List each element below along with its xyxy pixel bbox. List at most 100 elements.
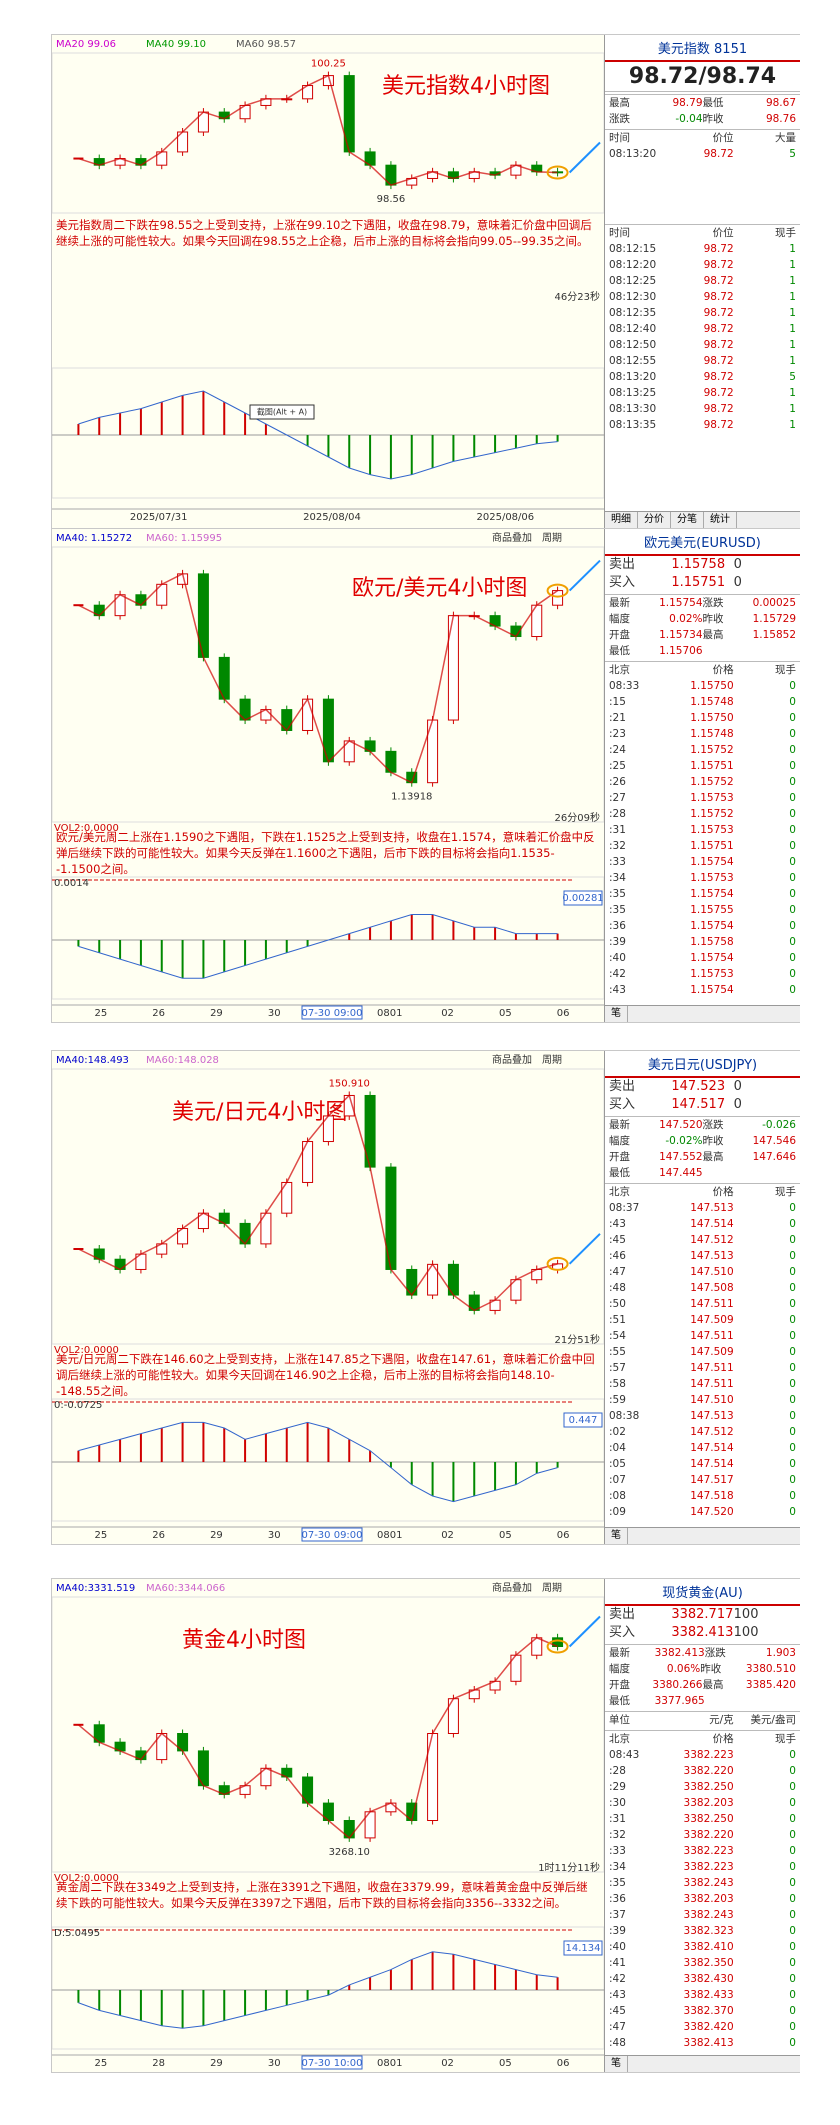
tick-row-cell: 3382.203	[683, 1797, 734, 1809]
tab[interactable]: 笔	[605, 1006, 628, 1022]
tab[interactable]: 分价	[638, 512, 671, 528]
tick-row-cell: 0	[789, 2037, 796, 2049]
highlight-circle	[546, 165, 569, 180]
tick-row-cell: 98.72	[703, 259, 734, 271]
tab[interactable]: 笔	[605, 2056, 628, 2072]
tick-row-cell: 08:13:20	[609, 371, 657, 383]
low-label: 1.13918	[391, 792, 432, 803]
close-line	[78, 1094, 558, 1312]
macd-label: 0.0014	[54, 878, 89, 889]
tick-row-cell: :57	[609, 1362, 626, 1374]
separator	[605, 1183, 800, 1184]
bidask-cell: 买入	[609, 1097, 636, 1112]
tick-row-cell: :48	[609, 2037, 626, 2049]
tick-row-cell: :36	[609, 1893, 626, 1905]
tick-row-cell: 98.72	[703, 419, 734, 431]
chart-title: 美元/日元4小时图	[172, 1100, 347, 1125]
highlight-circle	[546, 1256, 569, 1271]
tick-row-cell: 98.72	[703, 387, 734, 399]
quote-name: 美元日元(USDJPY)	[647, 1058, 758, 1073]
bidask-cell: 卖出	[609, 557, 636, 572]
tick-row-cell: 147.508	[690, 1282, 734, 1294]
tick-row-cell: :43	[609, 1218, 626, 1230]
tick-row-cell: 08:43	[609, 1749, 640, 1761]
tick-row: :39 1.15758 0	[605, 934, 800, 950]
toolbar-button[interactable]: 周期	[542, 1054, 562, 1066]
unit-cell[interactable]: 美元/盎司	[750, 1714, 796, 1726]
tick-row-cell: :43	[609, 984, 626, 996]
tick-row: 08:13:25 98.72 1	[605, 385, 800, 401]
tab[interactable]: 笔	[605, 1528, 628, 1544]
tick-row-cell: :33	[609, 856, 626, 868]
stat-cell: 3385.420	[745, 1679, 796, 1691]
tick-row-cell: :47	[609, 1266, 626, 1278]
tick-row: :04 147.514 0	[605, 1440, 800, 1456]
stat-cell: 1.15754	[659, 597, 703, 609]
tick-row: 08:12:40 98.72 1	[605, 321, 800, 337]
tick-row: :09 147.520 0	[605, 1504, 800, 1520]
tick-row-cell: 147.514	[690, 1442, 734, 1454]
toolbar-button[interactable]: 周期	[542, 532, 562, 544]
date-label: 0801	[377, 1530, 402, 1541]
stat-cell: 1.903	[765, 1647, 796, 1659]
tick-row-cell: 147.513	[690, 1202, 734, 1214]
bidask-row: 买入 1.15751 0	[605, 574, 800, 592]
tick-row-cell: 3382.220	[683, 1829, 734, 1841]
stat-cell: 147.520	[659, 1119, 703, 1131]
tab[interactable]: 统计	[704, 512, 737, 528]
toolbar-button[interactable]: 商品叠加	[492, 1053, 532, 1066]
list-header-cell: 北京	[609, 1186, 630, 1198]
countdown: 46分23秒	[555, 290, 600, 303]
tick-row-cell: 98.72	[703, 355, 734, 367]
tick-row-cell: 98.72	[703, 323, 734, 335]
tick-row-cell: 08:12:15	[609, 243, 657, 255]
stat-cell: 1.15729	[752, 613, 796, 625]
list-header: 时间 价位 现手	[605, 225, 800, 241]
tick-row: :28 3382.220 0	[605, 1763, 800, 1779]
tick-row-cell: 08:12:20	[609, 259, 657, 271]
tick-row-cell: 1.15752	[690, 808, 734, 820]
analysis-note: 美元指数周二下跌在98.55之上受到支持，上涨在99.10之下遇阻，收盘在98.…	[56, 218, 592, 248]
date-highlight	[301, 1527, 363, 1542]
date-label: 07-30 09:00	[301, 1530, 362, 1541]
separator	[605, 1644, 800, 1645]
stat-row: 开盘 147.552 最高 147.646	[605, 1149, 800, 1165]
tick-row: 08:13:20 98.72 5	[605, 369, 800, 385]
close-line	[78, 74, 558, 186]
toolbar-button[interactable]: 商品叠加	[492, 1581, 532, 1594]
date-label: 02	[441, 2058, 454, 2069]
macd-box	[563, 890, 603, 906]
date-label: 28	[152, 2058, 165, 2069]
tick-row: :07 147.517 0	[605, 1472, 800, 1488]
toolbar-button[interactable]: 周期	[542, 1582, 562, 1594]
quote-code: 8151	[714, 42, 748, 57]
toolbar-button[interactable]: 商品叠加	[492, 531, 532, 544]
tick-row: :37 3382.243 0	[605, 1907, 800, 1923]
tick-row: :35 3382.243 0	[605, 1875, 800, 1891]
tick-row-cell: 3382.410	[683, 1941, 734, 1953]
tick-row-cell: 08:12:55	[609, 355, 657, 367]
tick-row-cell: 0	[789, 1989, 796, 2001]
unit-cell[interactable]: 元/克	[709, 1714, 734, 1726]
ma-label: MA20 99.06	[56, 39, 116, 50]
tick-row-cell: :34	[609, 1861, 626, 1873]
ma-label: MA60 98.57	[236, 39, 296, 50]
tick-row-cell: 0	[789, 808, 796, 820]
date-label: 07-30 10:00	[301, 2058, 362, 2069]
tab[interactable]: 明细	[605, 512, 638, 528]
tab-bar: 笔	[605, 1527, 800, 1544]
tick-row: :43 147.514 0	[605, 1216, 800, 1232]
tick-row-cell: :55	[609, 1346, 626, 1358]
tick-row-cell: 0	[789, 952, 796, 964]
tick-row-cell: 98.72	[703, 339, 734, 351]
tick-row: :45 147.512 0	[605, 1232, 800, 1248]
date-label: 30	[268, 1008, 281, 1019]
bidask-cell: 买入	[609, 1625, 636, 1640]
arrow	[568, 1233, 601, 1265]
tab[interactable]: 分笔	[671, 512, 704, 528]
highlight-circle	[546, 583, 569, 598]
macd-box	[563, 1940, 603, 1956]
stat-cell: 1.15734	[659, 629, 703, 641]
